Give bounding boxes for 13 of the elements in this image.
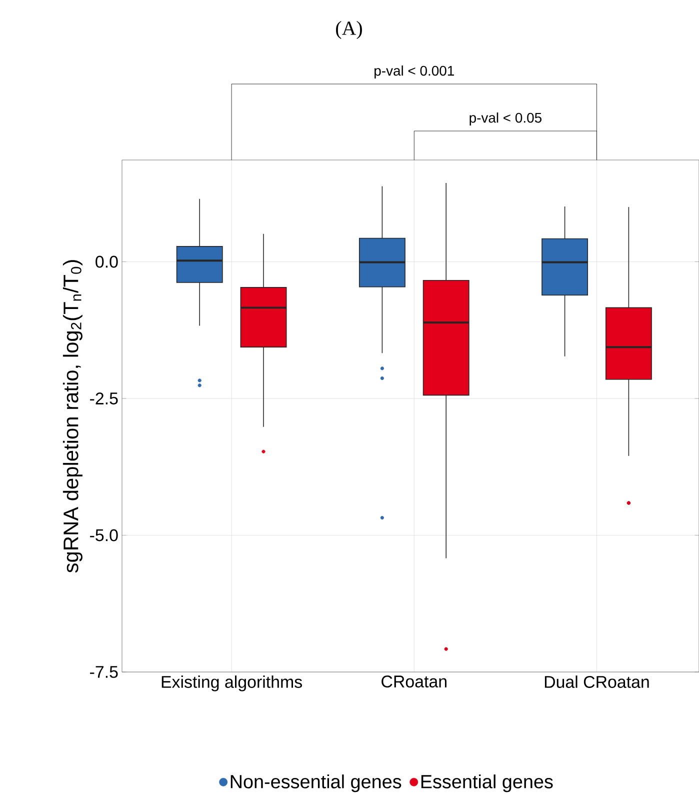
y-tick-label: 0.0 bbox=[96, 256, 118, 268]
y-tick-label: -2.5 bbox=[90, 392, 118, 404]
text: p-val < 0.05 bbox=[470, 112, 542, 126]
x-tick-label: Existing algorithms bbox=[162, 676, 302, 692]
legend-label: Non-essential genes bbox=[230, 774, 402, 792]
x-tick-label: Dual CRoatan bbox=[544, 676, 649, 688]
chart-title: (A) bbox=[336, 20, 362, 40]
y-axis-title: sgRNA depletion ratio, log$_{2}$(T$_{n}$/T$_{0}$) bbox=[62, 260, 82, 573]
x-tick-label: CRoatan bbox=[382, 676, 446, 688]
legend-label: Essential genes bbox=[421, 774, 553, 792]
y-tick-label: -5.0 bbox=[90, 529, 118, 542]
y-tick-label: -7.5 bbox=[90, 666, 118, 678]
text: p-val < 0.001 bbox=[374, 65, 454, 78]
